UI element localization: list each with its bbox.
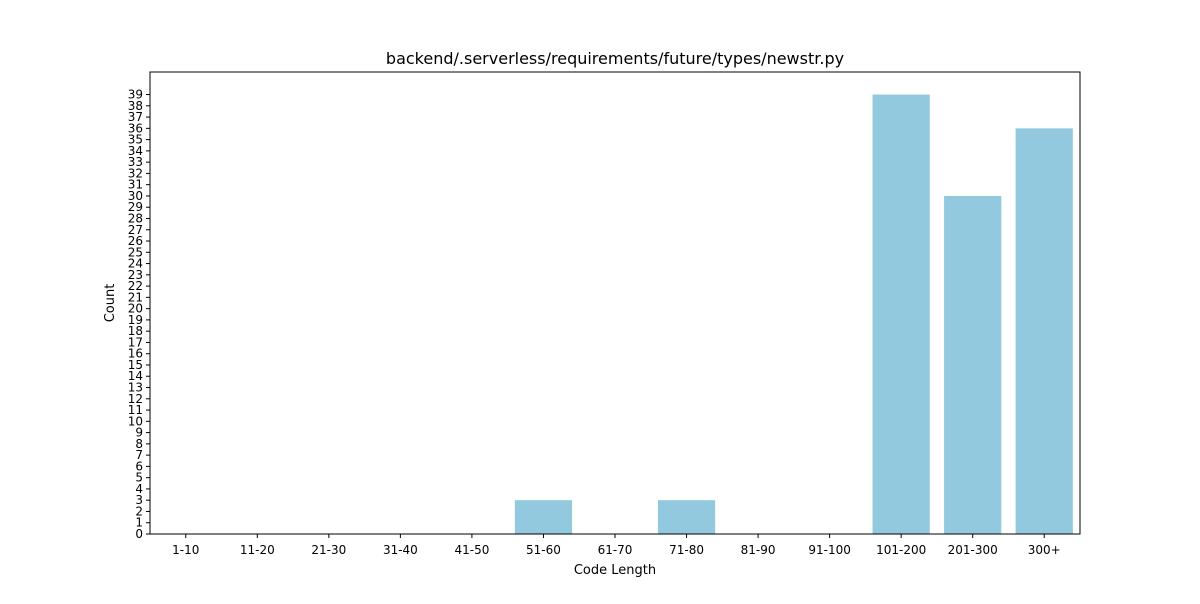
y-tick-label: 9 (135, 426, 143, 440)
y-tick-label: 27 (128, 223, 143, 237)
y-tick-label: 24 (128, 257, 143, 271)
y-tick-label: 2 (135, 504, 143, 518)
y-tick-label: 32 (128, 166, 143, 180)
bar-71-80 (657, 500, 716, 534)
y-tick-label: 29 (128, 200, 143, 214)
y-tick-label: 30 (128, 189, 143, 203)
y-tick-label: 3 (135, 493, 143, 507)
x-tick-label: 201-300 (948, 543, 998, 557)
y-axis-ticks: 0123456789101112131415161718192021222324… (128, 88, 150, 541)
x-axis-ticks: 1-10 11-20 21-30 31-40 41-50 51-60 61-70 71-80 8… (172, 534, 1061, 557)
y-tick-label: 28 (128, 211, 143, 225)
x-tick-label: 81-90 (741, 543, 776, 557)
y-tick-label: 13 (128, 381, 143, 395)
x-tick-label: 51-60 (526, 543, 561, 557)
y-tick-label: 4 (135, 482, 143, 496)
y-tick-label: 36 (128, 121, 143, 135)
y-tick-label: 23 (128, 268, 143, 282)
y-tick-label: 22 (128, 279, 143, 293)
y-tick-label: 14 (128, 369, 143, 383)
y-tick-label: 21 (128, 290, 143, 304)
x-tick-label: 61-70 (598, 543, 633, 557)
x-tick-label: 300+ (1028, 543, 1061, 557)
y-axis-label: Count (103, 284, 118, 323)
y-tick-label: 35 (128, 133, 143, 147)
plot-frame (149, 71, 1081, 535)
y-tick-label: 37 (128, 110, 143, 124)
y-tick-label: 8 (135, 437, 143, 451)
y-tick-label: 18 (128, 324, 143, 338)
y-tick-label: 38 (128, 99, 143, 113)
y-tick-label: 17 (128, 335, 143, 349)
y-tick-label: 25 (128, 245, 143, 259)
y-tick-label: 10 (128, 414, 143, 428)
y-tick-label: 34 (128, 144, 143, 158)
y-tick-label: 5 (135, 471, 143, 485)
chart-title: backend/.serverless/requirements/future/… (386, 49, 844, 68)
y-tick-label: 20 (128, 302, 143, 316)
bar-201-300 (944, 195, 1002, 534)
x-tick-label: 21-30 (311, 543, 346, 557)
y-tick-label: 15 (128, 358, 143, 372)
x-tick-label: 31-40 (383, 543, 418, 557)
bar-300+ (1015, 128, 1073, 534)
x-tick-label: 11-20 (240, 543, 275, 557)
y-tick-label: 12 (128, 392, 143, 406)
x-tick-label: 101-200 (876, 543, 926, 557)
y-tick-label: 39 (128, 88, 143, 102)
y-tick-label: 33 (128, 155, 143, 169)
bars-group (514, 94, 1073, 534)
y-tick-label: 31 (128, 178, 143, 192)
y-tick-label: 7 (135, 448, 143, 462)
x-tick-label: 91-100 (808, 543, 851, 557)
y-tick-label: 0 (135, 527, 143, 541)
x-tick-label: 1-10 (172, 543, 199, 557)
y-tick-label: 11 (128, 403, 143, 417)
y-tick-label: 6 (135, 459, 143, 473)
x-tick-label: 41-50 (454, 543, 489, 557)
bar-101-200 (872, 94, 930, 534)
y-tick-label: 26 (128, 234, 143, 248)
y-tick-label: 1 (135, 516, 143, 530)
y-tick-label: 16 (128, 347, 143, 361)
y-tick-label: 19 (128, 313, 143, 327)
x-tick-label: 71-80 (669, 543, 704, 557)
bar-51-60 (514, 500, 573, 534)
x-axis-label: Code Length (574, 563, 656, 578)
